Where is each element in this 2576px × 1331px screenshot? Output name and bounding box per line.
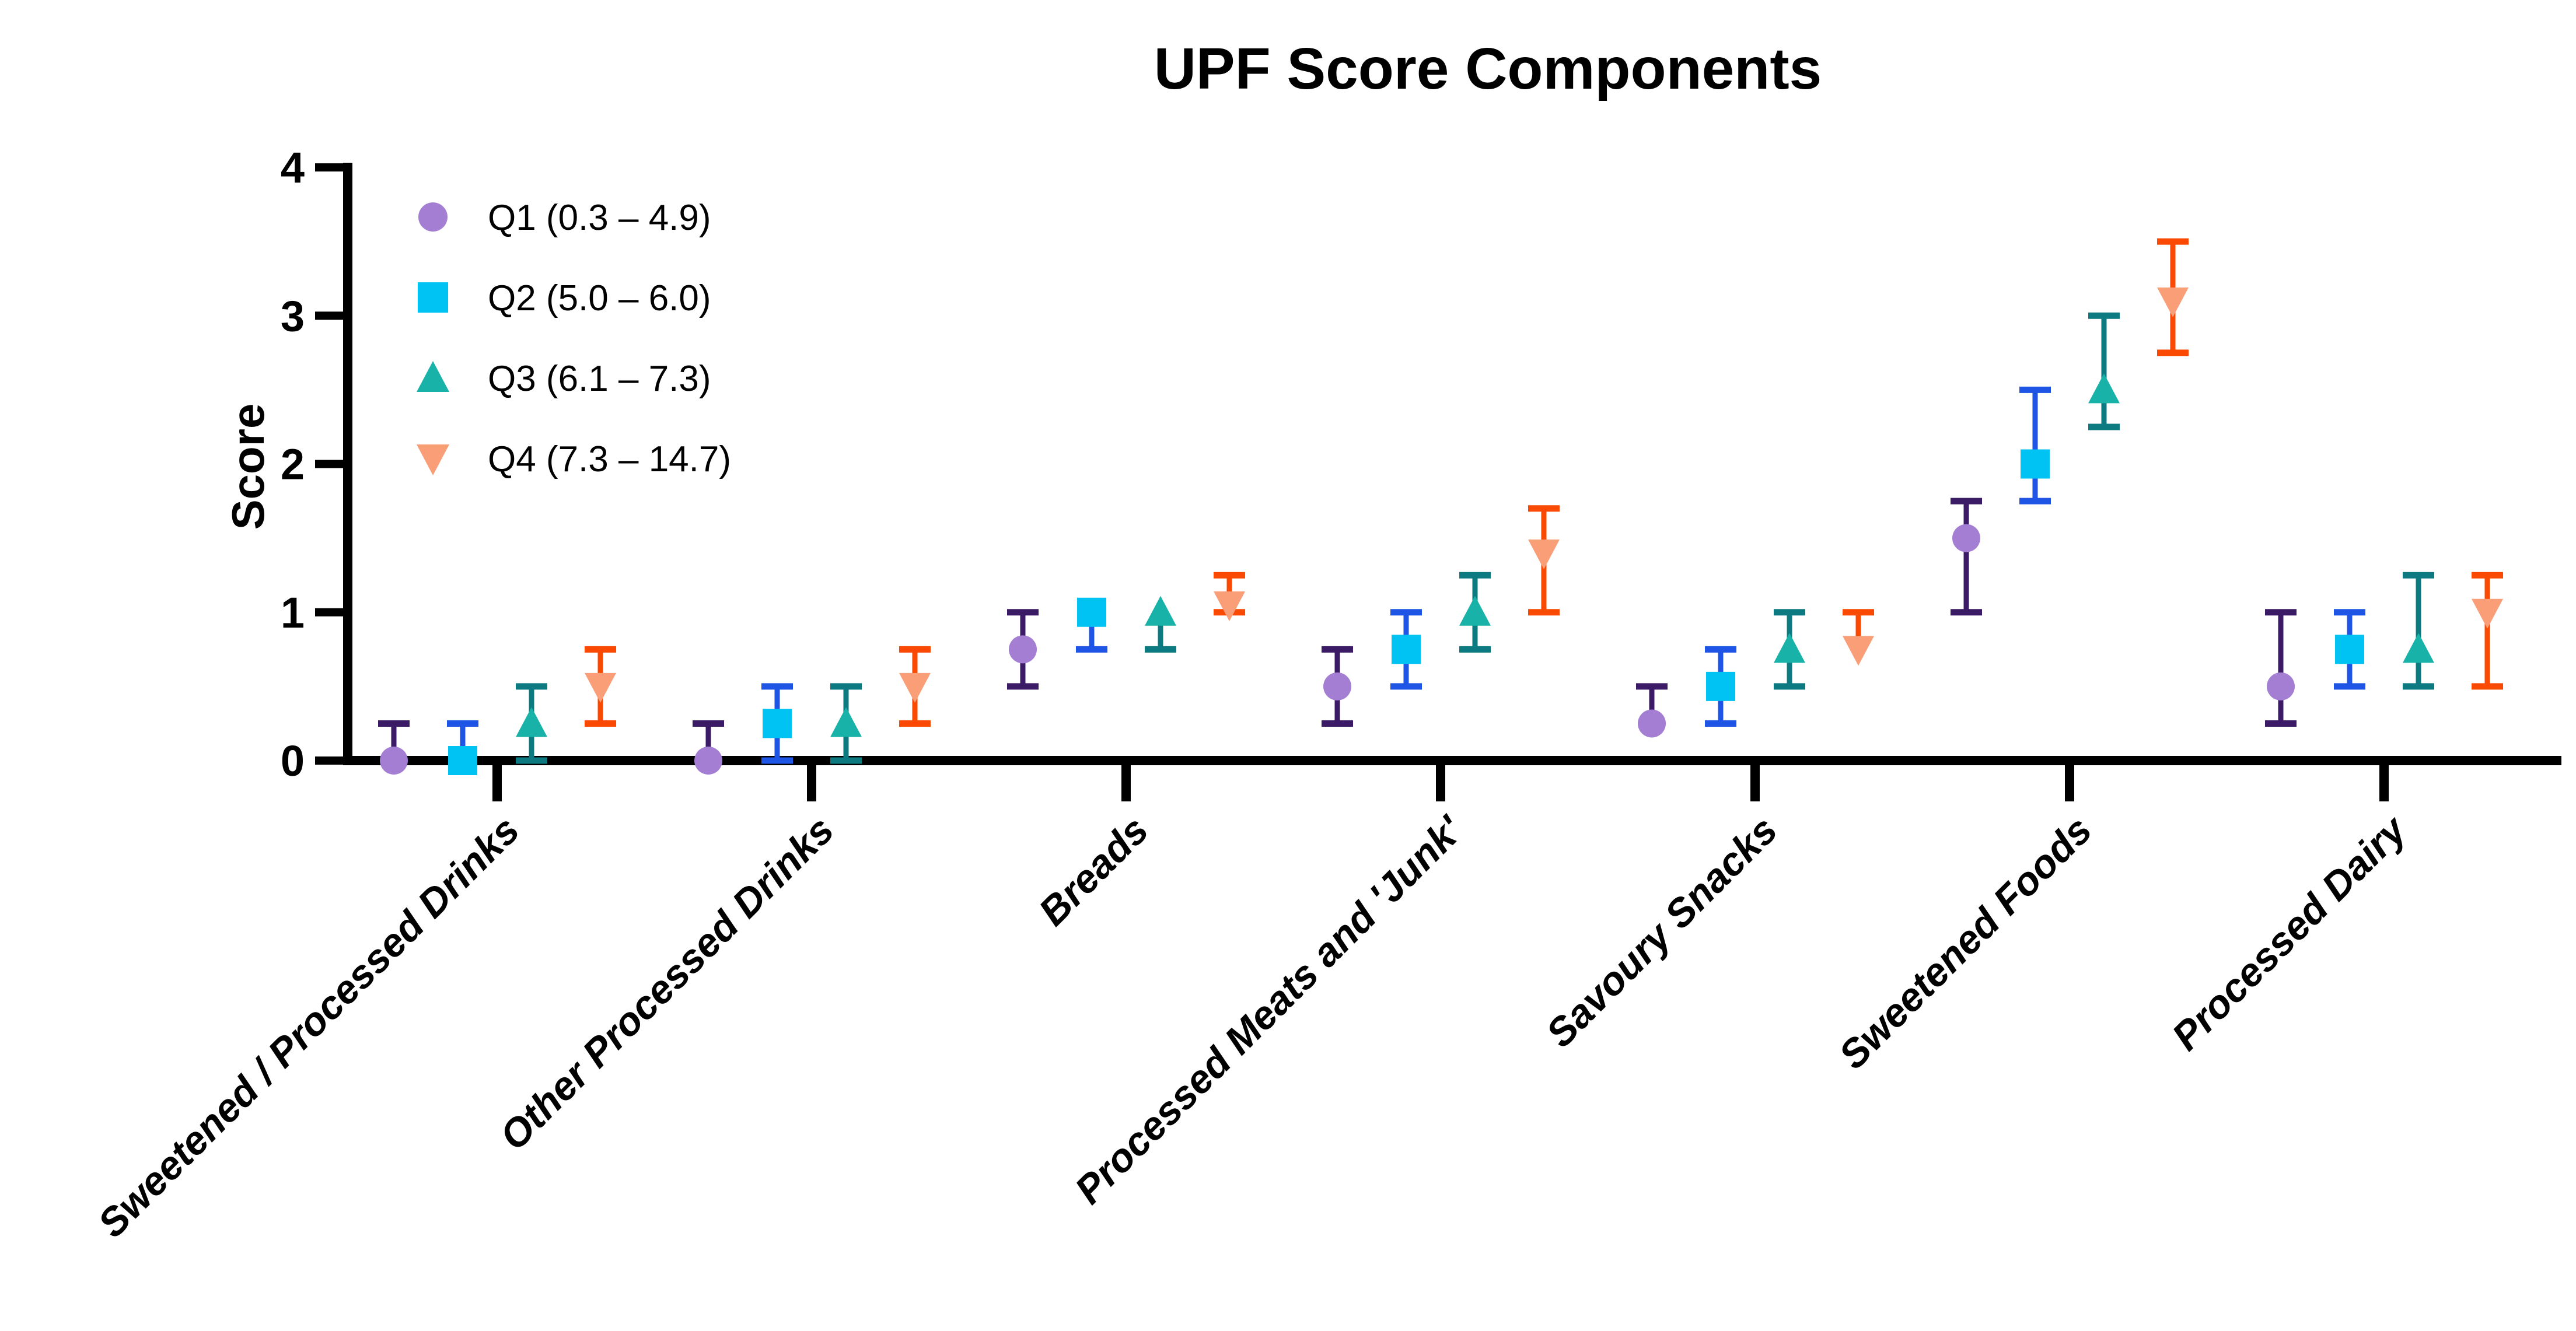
circle-icon: [1323, 672, 1351, 700]
circle-icon: [1638, 709, 1666, 738]
data-point: [2334, 609, 2365, 690]
data-point: [2088, 312, 2120, 430]
data-point: [899, 646, 931, 727]
triangle-up-icon: [417, 361, 449, 392]
category-label: Breads: [1030, 808, 1157, 934]
data-point: [1951, 498, 1982, 616]
data-point: [1007, 609, 1039, 690]
legend-label: Q3 (6.1 – 7.3): [488, 359, 711, 399]
series-3: [516, 312, 2434, 764]
triangle-up-icon: [1774, 633, 1805, 663]
series-1: [378, 498, 2297, 775]
data-point: [516, 683, 547, 764]
data-point: [1076, 597, 1107, 653]
circle-icon: [1009, 635, 1037, 664]
triangle-up-icon: [2403, 633, 2434, 663]
data-point: [2472, 572, 2503, 690]
series-2: [447, 386, 2365, 775]
data-point: [1322, 646, 1353, 727]
data-series: [378, 238, 2503, 775]
data-point: [1705, 646, 1736, 727]
y-tick-label: 2: [281, 440, 305, 489]
square-icon: [2021, 449, 2050, 479]
legend-item: Q2 (5.0 – 6.0): [418, 278, 711, 318]
circle-icon: [380, 747, 408, 775]
square-icon: [763, 709, 792, 738]
legend-item: Q1 (0.3 – 4.9): [418, 198, 711, 238]
y-tick-label: 0: [281, 737, 305, 785]
data-point: [2403, 572, 2434, 690]
triangle-up-icon: [1459, 596, 1491, 626]
y-tick-label: 3: [281, 292, 305, 340]
square-icon: [2335, 635, 2364, 664]
legend-label: Q2 (5.0 – 6.0): [488, 278, 711, 318]
data-point: [1214, 572, 1245, 622]
data-point: [761, 683, 793, 764]
data-point: [1528, 505, 1560, 616]
square-icon: [1077, 597, 1106, 627]
data-point: [1636, 683, 1668, 738]
y-axis: 0 1 2 3 4: [281, 143, 352, 785]
triangle-down-icon: [2472, 598, 2503, 629]
data-point: [1843, 609, 1874, 666]
data-point: [2019, 386, 2051, 505]
y-tick-label: 4: [281, 143, 305, 192]
triangle-down-icon: [1843, 636, 1874, 666]
square-icon: [448, 746, 477, 775]
square-icon: [418, 282, 448, 313]
category-label: Sweetened Foods: [1830, 808, 2100, 1078]
triangle-down-icon: [2157, 287, 2189, 317]
category-label: Other Processed Drinks: [491, 808, 843, 1159]
triangle-down-icon: [585, 672, 616, 703]
legend-item: Q3 (6.1 – 7.3): [417, 359, 711, 399]
data-point: [585, 646, 616, 727]
triangle-down-icon: [1528, 540, 1560, 570]
circle-icon: [694, 747, 722, 775]
legend-item: Q4 (7.3 – 14.7): [417, 439, 731, 479]
data-point: [830, 683, 862, 764]
data-point: [378, 720, 410, 775]
y-axis-label: Score: [222, 404, 274, 530]
chart-title: UPF Score Components: [1154, 36, 1822, 101]
square-icon: [1392, 635, 1421, 664]
data-point: [1774, 609, 1805, 690]
data-point: [1459, 572, 1491, 653]
circle-icon: [418, 202, 448, 232]
legend-label: Q1 (0.3 – 4.9): [488, 198, 711, 238]
data-point: [693, 720, 724, 775]
circle-icon: [2267, 672, 2295, 700]
legend-label: Q4 (7.3 – 14.7): [488, 439, 731, 479]
triangle-up-icon: [1145, 596, 1176, 626]
data-point: [2265, 609, 2297, 727]
legend: Q1 (0.3 – 4.9) Q2 (5.0 – 6.0) Q3 (6.1 – 7.…: [417, 198, 731, 479]
data-point: [447, 720, 478, 775]
triangle-down-icon: [417, 444, 449, 475]
data-point: [1145, 596, 1176, 653]
triangle-down-icon: [1214, 591, 1245, 622]
circle-icon: [1952, 524, 1980, 552]
triangle-up-icon: [2088, 373, 2120, 404]
square-icon: [1706, 671, 1735, 701]
data-point: [1390, 609, 1422, 690]
category-label: Processed Dairy: [2163, 807, 2416, 1059]
triangle-down-icon: [899, 672, 931, 703]
y-tick-label: 1: [281, 589, 305, 637]
triangle-up-icon: [830, 707, 862, 737]
category-label: Sweetened / Processed Drinks: [89, 808, 527, 1246]
triangle-up-icon: [516, 707, 547, 737]
category-label: Savoury Snacks: [1537, 808, 1785, 1056]
series-4: [585, 238, 2503, 727]
data-point: [2157, 238, 2189, 356]
